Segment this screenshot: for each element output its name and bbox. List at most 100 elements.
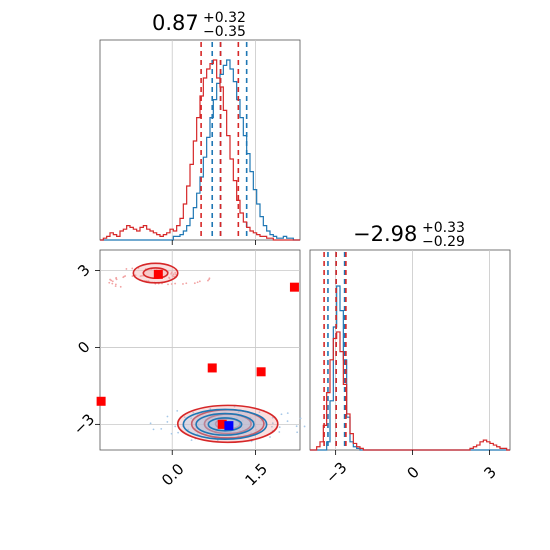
sample-point: [171, 274, 174, 277]
sample-point: [258, 411, 261, 414]
x-tick-label: −3: [322, 459, 350, 487]
sample-point: [111, 280, 114, 283]
sample-point: [108, 281, 111, 284]
panel-2-title-sup: +0.33: [422, 220, 465, 236]
histogram-panel-2: −3 0 3: [309, 249, 511, 487]
sample-point: [176, 409, 179, 412]
sample-point: [271, 422, 274, 425]
sample-point: [170, 432, 173, 435]
sample-point: [111, 282, 114, 285]
blue-marker: [224, 421, 234, 431]
x-tick-label: 1.5: [241, 460, 271, 490]
sample-point: [122, 276, 125, 279]
sample-point: [167, 283, 169, 286]
sample-point: [139, 275, 142, 278]
sample-point: [196, 281, 199, 284]
sample-point: [278, 426, 281, 429]
sample-point: [208, 277, 211, 280]
sample-point: [177, 431, 180, 434]
sample-point: [140, 274, 143, 277]
sample-point: [149, 422, 152, 425]
panel-2-title: −2.98: [353, 222, 417, 246]
sample-point: [131, 275, 134, 277]
sample-point: [209, 407, 212, 410]
sample-point: [269, 436, 271, 438]
sample-point: [255, 428, 258, 431]
red-marker: [256, 367, 266, 377]
red-marker: [207, 363, 217, 373]
sample-point: [192, 411, 195, 414]
sample-point: [131, 267, 134, 270]
sample-point: [119, 285, 122, 288]
sample-point: [166, 421, 169, 423]
histogram-panel-1: [99, 39, 301, 245]
scatter-panel: 0.0 1.5 −3 0 3: [70, 249, 306, 490]
sample-point: [187, 428, 190, 431]
sample-point: [170, 272, 173, 275]
sample-point: [254, 425, 257, 428]
sample-point: [248, 423, 251, 426]
sample-point: [160, 427, 163, 430]
sample-point: [166, 415, 169, 418]
sample-point: [170, 283, 173, 285]
blue-histogram-line: [100, 59, 300, 241]
sample-point: [183, 416, 186, 418]
x-tick-label: 3: [480, 463, 499, 482]
sample-point: [134, 274, 137, 277]
sample-point: [286, 412, 289, 414]
x-tick-label: 0.0: [158, 460, 188, 490]
sample-point: [271, 416, 274, 419]
red-marker: [96, 396, 106, 406]
x-tick-label: 0: [404, 463, 423, 482]
sample-point: [239, 429, 241, 432]
sample-point: [241, 426, 244, 429]
sample-point: [114, 285, 117, 288]
y-tick-label: −3: [70, 410, 98, 438]
sample-point: [185, 282, 188, 285]
y-tick-label: 0: [74, 338, 93, 357]
panel-2-title-value: −2.98: [353, 222, 417, 246]
panel-frame: [99, 249, 301, 451]
panel-1-title-sub: −0.35: [203, 24, 246, 40]
sample-point: [303, 425, 306, 428]
sample-point: [182, 283, 184, 285]
sample-point: [197, 423, 200, 426]
sample-point: [110, 279, 113, 282]
panel-frame: [309, 249, 511, 451]
sample-point: [172, 273, 175, 276]
sample-point: [174, 271, 177, 274]
sample-point: [286, 420, 289, 423]
sample-point: [174, 282, 177, 285]
sample-point: [296, 431, 299, 434]
panel-1-title: 0.87: [152, 11, 199, 35]
red-histogram-line: [100, 59, 300, 241]
sample-point: [235, 417, 238, 419]
sample-point: [170, 271, 173, 274]
sample-point: [193, 282, 196, 285]
panel-1-title-sup: +0.32: [203, 10, 246, 26]
sample-point: [295, 425, 298, 428]
red-marker: [153, 269, 163, 279]
sample-point: [271, 425, 273, 428]
sample-point: [198, 280, 201, 283]
sample-point: [249, 416, 252, 419]
sample-point: [114, 283, 117, 286]
sample-point: [152, 428, 155, 431]
red-marker: [289, 282, 299, 292]
sample-point: [241, 419, 244, 422]
sample-point: [280, 413, 283, 416]
panel-2-title-sub: −0.29: [422, 234, 465, 250]
sample-point: [190, 439, 193, 442]
sample-point: [237, 411, 240, 414]
sample-point: [174, 425, 177, 428]
sample-point: [190, 417, 193, 420]
sample-point: [299, 417, 302, 420]
y-tick-label: 3: [74, 261, 93, 280]
sample-point: [278, 431, 281, 433]
red-marker: [217, 419, 227, 429]
sample-point: [115, 278, 118, 281]
panel-1-title-value: 0.87: [152, 11, 199, 35]
sample-point: [125, 268, 128, 270]
panel-frame: [99, 39, 301, 241]
